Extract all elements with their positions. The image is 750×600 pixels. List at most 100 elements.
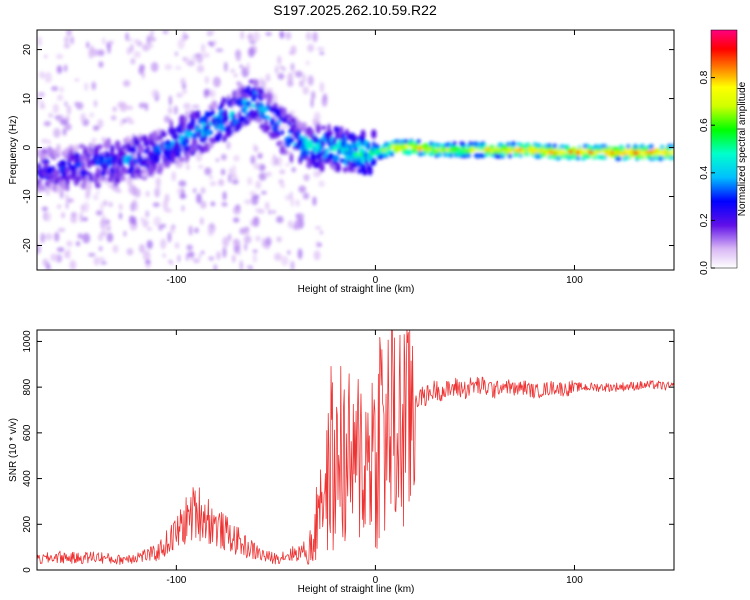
spectrogram-noise-cell [145,260,151,265]
spectrogram-cell [296,129,301,137]
spectrogram-noise-cell [252,31,261,42]
spectrogram-noise-cell [312,196,317,206]
spectrogram-cell [196,109,201,120]
spectrogram-cell [137,144,145,154]
spectrogram-noise-cell [285,162,291,167]
spectrogram-cell [402,149,407,155]
spectrogram-cell [284,149,288,156]
spectrogram-cell [339,158,344,164]
spectrogram-cell [218,122,225,132]
spectrogram-noise-cell [99,202,104,212]
spectrogram-noise-cell [307,44,315,53]
spectrogram-noise-cell [185,110,189,120]
spectrogram-noise-cell [239,260,243,270]
spectrogram-cell [602,144,608,149]
spectrogram-noise-cell [310,97,314,108]
spectrogram-cell [328,130,333,138]
spectrogram-noise-cell [84,82,89,92]
spectrogram-cell [223,108,228,119]
spectrogram-noise-cell [64,101,68,107]
spectrogram-cell [352,168,356,173]
spectrogram-cell [191,133,198,140]
spectrogram-cell [495,150,500,156]
spectrogram-noise-cell [220,153,227,161]
spectrogram-cell [511,141,516,147]
spectrogram-noise-cell [164,64,172,71]
spectrogram-noise-cell [277,73,285,80]
spectrogram-noise-cell [313,250,321,261]
spectrogram-noise-cell [56,247,65,253]
spectrogram-noise-cell [236,81,242,86]
spectrogram-cell [347,147,354,158]
spectrogram-noise-cell [237,250,241,256]
spectrogram-noise-cell [294,219,301,230]
spectrogram-noise-cell [97,49,105,57]
spectrogram-cell [342,166,348,173]
spectrogram-noise-cell [200,200,207,209]
spectrogram-y-tick-label: -10 [22,189,33,204]
spectrogram-noise-cell [70,214,78,224]
spectrogram-cell [194,142,199,152]
spectrogram-cell [38,182,44,190]
spectrogram-cell [670,148,674,154]
spectrogram-cell [432,143,437,149]
spectrogram-cell [182,137,186,144]
spectrogram-noise-cell [249,191,257,197]
spectrogram-noise-cell [64,64,68,72]
spectrogram-noise-cell [97,118,104,129]
spectrogram-cell [45,185,50,196]
spectrogram-cell [445,147,450,153]
spectrogram-noise-cell [122,119,127,124]
snr-ylabel: SNR (10 * v/v) [8,418,19,482]
spectrogram-noise-cell [264,236,272,246]
spectrogram-noise-cell [290,197,295,207]
spectrogram-cell [44,162,48,170]
spectrogram-noise-cell [183,102,191,110]
spectrogram-noise-cell [127,37,133,42]
spectrogram-noise-cell [151,89,159,98]
spectrogram-noise-cell [62,127,67,136]
spectrogram-noise-cell [56,204,62,210]
spectrogram-noise-cell [279,169,286,175]
spectrogram-noise-cell [66,30,72,37]
spectrogram-noise-cell [272,154,276,159]
spectrogram-cell [416,139,421,145]
spectrogram-noise-cell [196,52,204,64]
spectrogram-noise-cell [204,76,210,84]
spectrogram-cell [80,167,87,178]
spectrogram-cell [84,170,90,176]
spectrogram-cell [315,123,321,134]
spectrogram-noise-cell [101,136,107,143]
spectrogram-cell [96,144,103,150]
spectrogram-noise-cell [119,118,124,127]
spectrogram-noise-cell [39,104,46,110]
spectrogram-cell [649,144,654,149]
snr-y-tick-label: 400 [22,470,33,487]
spectrogram-noise-cell [88,48,94,59]
spectrogram-noise-cell [138,102,147,109]
spectrogram-cell [88,172,93,183]
spectrogram-cells [37,30,674,270]
spectrogram-noise-cell [93,100,98,108]
spectrogram-cell [208,130,213,135]
spectrogram-cell [367,168,373,175]
spectrogram-noise-cell [209,181,217,187]
spectrogram-cell [276,131,281,136]
spectrogram-noise-cell [278,179,284,185]
spectrogram-cell [239,120,244,128]
spectrogram-noise-cell [55,53,64,60]
spectrogram-noise-cell [252,216,260,228]
spectrogram-noise-cell [112,244,119,254]
spectrogram-noise-cell [276,55,282,65]
spectrogram-noise-cell [182,89,188,94]
spectrogram-noise-cell [129,215,136,225]
spectrogram-noise-cell [220,168,226,176]
spectrogram-noise-cell [295,199,300,207]
spectrogram-noise-cell [156,186,161,193]
spectrogram-noise-cell [186,164,190,170]
spectrogram-cell [153,162,157,171]
spectrogram-noise-cell [150,61,159,72]
spectrogram-noise-cell [204,167,212,176]
spectrogram-noise-cell [37,91,45,98]
spectrogram-cell [305,148,310,157]
